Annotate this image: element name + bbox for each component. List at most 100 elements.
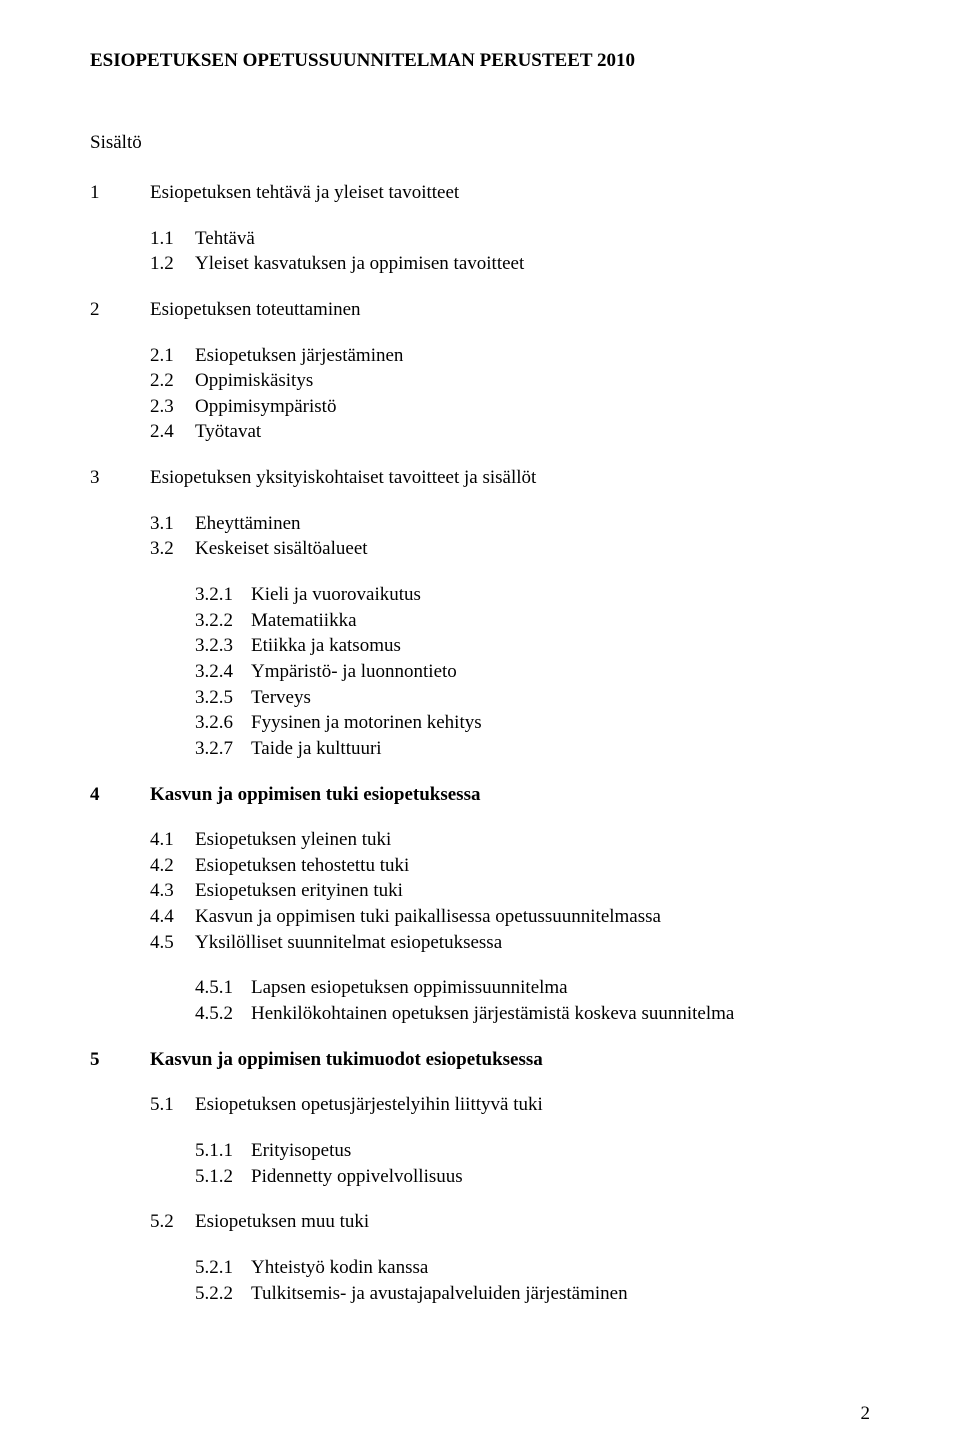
toc-number: 3.2.1 xyxy=(195,582,251,608)
toc-text: Oppimisympäristö xyxy=(195,394,870,420)
toc-text: Fyysinen ja motorinen kehitys xyxy=(251,710,870,736)
document-page: ESIOPETUKSEN OPETUSSUUNNITELMAN PERUSTEE… xyxy=(0,0,960,1455)
toc-number: 2.2 xyxy=(150,368,195,394)
toc-number: 5.1.1 xyxy=(195,1138,251,1164)
toc-entry: 5.2.2 Tulkitsemis- ja avustajapalveluide… xyxy=(195,1281,870,1307)
toc-entry: 5.1 Esiopetuksen opetusjärjestelyihin li… xyxy=(150,1092,870,1118)
toc-text: Kasvun ja oppimisen tuki paikallisessa o… xyxy=(195,904,870,930)
toc-number: 2 xyxy=(90,297,150,323)
toc-entry: 3.2.5 Terveys xyxy=(195,685,870,711)
toc-entry: 3 Esiopetuksen yksityiskohtaiset tavoitt… xyxy=(90,465,870,491)
toc-text: Lapsen esiopetuksen oppimissuunnitelma xyxy=(251,975,870,1001)
toc-number: 4.4 xyxy=(150,904,195,930)
toc-entry: 4.2 Esiopetuksen tehostettu tuki xyxy=(150,853,870,879)
toc-number: 4 xyxy=(90,782,150,808)
toc-text: Etiikka ja katsomus xyxy=(251,633,870,659)
toc-number: 3.2.4 xyxy=(195,659,251,685)
toc-number: 3.2.2 xyxy=(195,608,251,634)
toc-text: Työtavat xyxy=(195,419,870,445)
page-number: 2 xyxy=(861,1403,871,1425)
toc-number: 5 xyxy=(90,1047,150,1073)
toc-text: Tulkitsemis- ja avustajapalveluiden järj… xyxy=(251,1281,870,1307)
toc-number: 3.1 xyxy=(150,511,195,537)
toc-number: 5.2.1 xyxy=(195,1255,251,1281)
toc-number: 5.2 xyxy=(150,1209,195,1235)
toc-text: Esiopetuksen toteuttaminen xyxy=(150,297,870,323)
toc-text: Esiopetuksen yksityiskohtaiset tavoittee… xyxy=(150,465,870,491)
toc-entry: 4.3 Esiopetuksen erityinen tuki xyxy=(150,878,870,904)
toc-number: 2.1 xyxy=(150,343,195,369)
toc-entry: 2.1 Esiopetuksen järjestäminen xyxy=(150,343,870,369)
toc-number: 5.1 xyxy=(150,1092,195,1118)
toc-entry: 1.1 Tehtävä xyxy=(150,226,870,252)
toc-entry: 1 Esiopetuksen tehtävä ja yleiset tavoit… xyxy=(90,180,870,206)
toc-entry: 5.2 Esiopetuksen muu tuki xyxy=(150,1209,870,1235)
toc-number: 1.1 xyxy=(150,226,195,252)
toc-text: Yksilölliset suunnitelmat esiopetuksessa xyxy=(195,930,870,956)
toc-entry: 3.2 Keskeiset sisältöalueet xyxy=(150,536,870,562)
toc-text: Matematiikka xyxy=(251,608,870,634)
toc-number: 3.2.3 xyxy=(195,633,251,659)
toc-text: Kieli ja vuorovaikutus xyxy=(251,582,870,608)
toc-text: Henkilökohtainen opetuksen järjestämistä… xyxy=(251,1001,870,1027)
toc-entry: 5.1.2 Pidennetty oppivelvollisuus xyxy=(195,1164,870,1190)
toc-entry: 4.5 Yksilölliset suunnitelmat esiopetuks… xyxy=(150,930,870,956)
toc-text: Esiopetuksen muu tuki xyxy=(195,1209,870,1235)
toc-text: Esiopetuksen järjestäminen xyxy=(195,343,870,369)
toc-number: 3.2.7 xyxy=(195,736,251,762)
toc-number: 5.1.2 xyxy=(195,1164,251,1190)
toc-number: 3.2.5 xyxy=(195,685,251,711)
toc-entry: 5 Kasvun ja oppimisen tukimuodot esiopet… xyxy=(90,1047,870,1073)
toc-entry: 3.2.7 Taide ja kulttuuri xyxy=(195,736,870,762)
toc-entry: 2.2 Oppimiskäsitys xyxy=(150,368,870,394)
toc-text: Kasvun ja oppimisen tukimuodot esiopetuk… xyxy=(150,1047,870,1073)
toc-entry: 2 Esiopetuksen toteuttaminen xyxy=(90,297,870,323)
toc-number: 2.4 xyxy=(150,419,195,445)
toc-entry: 1.2 Yleiset kasvatuksen ja oppimisen tav… xyxy=(150,251,870,277)
toc-entry: 4 Kasvun ja oppimisen tuki esiopetuksess… xyxy=(90,782,870,808)
toc-text: Erityisopetus xyxy=(251,1138,870,1164)
toc-entry: 2.3 Oppimisympäristö xyxy=(150,394,870,420)
toc-entry: 4.1 Esiopetuksen yleinen tuki xyxy=(150,827,870,853)
toc-text: Taide ja kulttuuri xyxy=(251,736,870,762)
toc-text: Esiopetuksen opetusjärjestelyihin liitty… xyxy=(195,1092,870,1118)
toc-text: Esiopetuksen yleinen tuki xyxy=(195,827,870,853)
toc-text: Keskeiset sisältöalueet xyxy=(195,536,870,562)
toc-number: 5.2.2 xyxy=(195,1281,251,1307)
toc-number: 3.2 xyxy=(150,536,195,562)
toc-number: 4.3 xyxy=(150,878,195,904)
toc-entry: 3.2.4 Ympäristö- ja luonnontieto xyxy=(195,659,870,685)
toc-text: Eheyttäminen xyxy=(195,511,870,537)
toc-entry: 3.2.2 Matematiikka xyxy=(195,608,870,634)
toc-entry: 3.2.1 Kieli ja vuorovaikutus xyxy=(195,582,870,608)
toc-number: 1 xyxy=(90,180,150,206)
toc-text: Ympäristö- ja luonnontieto xyxy=(251,659,870,685)
toc-text: Esiopetuksen erityinen tuki xyxy=(195,878,870,904)
toc-text: Terveys xyxy=(251,685,870,711)
toc-number: 2.3 xyxy=(150,394,195,420)
toc-entry: 3.2.6 Fyysinen ja motorinen kehitys xyxy=(195,710,870,736)
toc-number: 4.2 xyxy=(150,853,195,879)
toc-text: Yhteistyö kodin kanssa xyxy=(251,1255,870,1281)
toc-label: Sisältö xyxy=(90,132,870,154)
toc-entry: 3.1 Eheyttäminen xyxy=(150,511,870,537)
toc-text: Pidennetty oppivelvollisuus xyxy=(251,1164,870,1190)
toc-number: 4.5 xyxy=(150,930,195,956)
toc-number: 1.2 xyxy=(150,251,195,277)
toc-text: Tehtävä xyxy=(195,226,870,252)
toc-text: Oppimiskäsitys xyxy=(195,368,870,394)
toc-entry: 4.5.1 Lapsen esiopetuksen oppimissuunnit… xyxy=(195,975,870,1001)
toc-text: Esiopetuksen tehostettu tuki xyxy=(195,853,870,879)
toc-number: 4.5.1 xyxy=(195,975,251,1001)
toc-text: Yleiset kasvatuksen ja oppimisen tavoitt… xyxy=(195,251,870,277)
toc-number: 4.5.2 xyxy=(195,1001,251,1027)
toc-entry: 5.2.1 Yhteistyö kodin kanssa xyxy=(195,1255,870,1281)
toc-entry: 5.1.1 Erityisopetus xyxy=(195,1138,870,1164)
document-title: ESIOPETUKSEN OPETUSSUUNNITELMAN PERUSTEE… xyxy=(90,50,870,72)
toc-text: Esiopetuksen tehtävä ja yleiset tavoitte… xyxy=(150,180,870,206)
toc-number: 3 xyxy=(90,465,150,491)
toc-entry: 4.4 Kasvun ja oppimisen tuki paikallises… xyxy=(150,904,870,930)
toc-entry: 4.5.2 Henkilökohtainen opetuksen järjest… xyxy=(195,1001,870,1027)
toc-text: Kasvun ja oppimisen tuki esiopetuksessa xyxy=(150,782,870,808)
toc-entry: 2.4 Työtavat xyxy=(150,419,870,445)
